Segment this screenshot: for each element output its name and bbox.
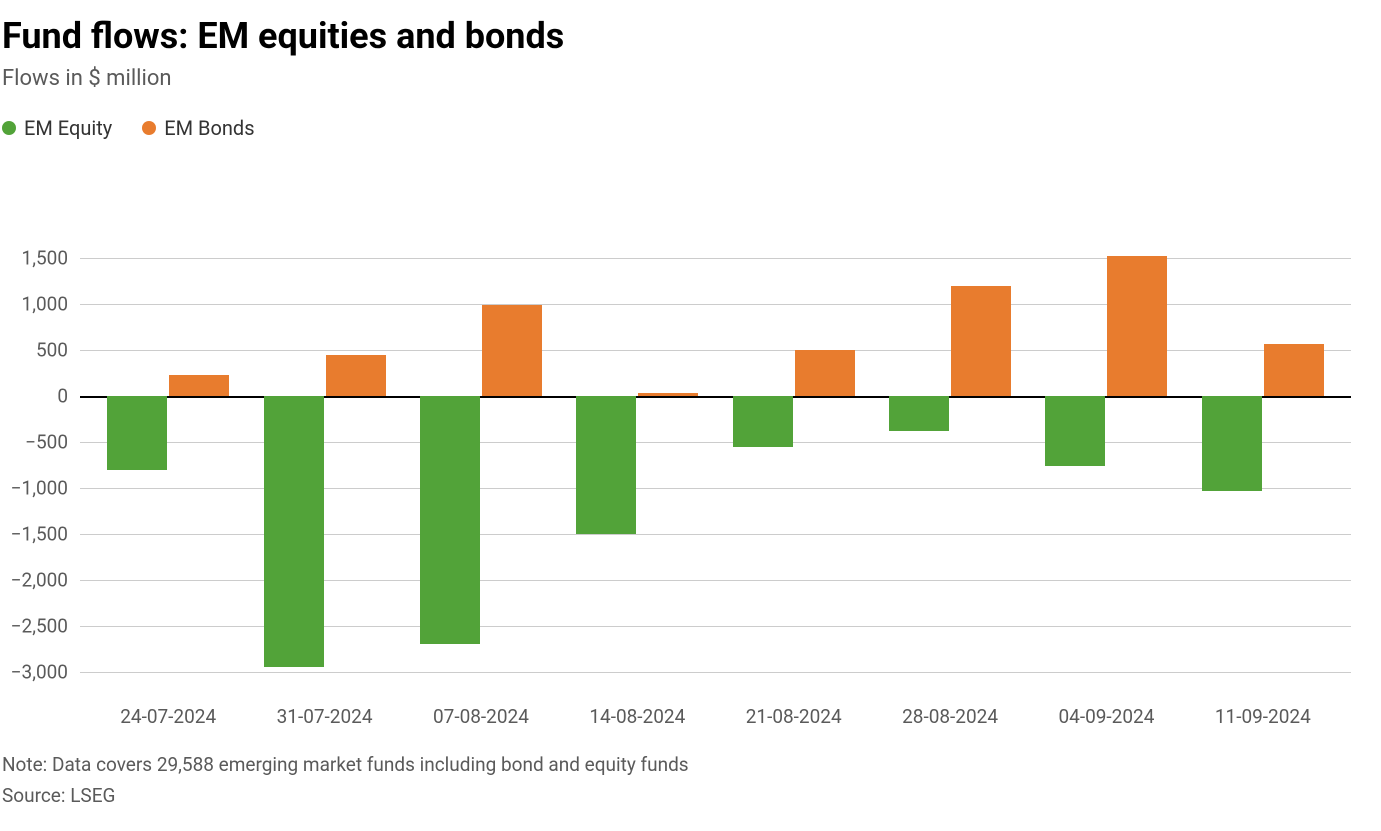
- bar-equity: [264, 396, 324, 667]
- bar-bonds: [326, 355, 386, 396]
- bar-group: 21-08-2024: [716, 240, 872, 690]
- bar-equity: [1045, 396, 1105, 466]
- bars-wrapper: 24-07-202431-07-202407-08-202414-08-2024…: [80, 240, 1351, 690]
- bar-bonds: [169, 375, 229, 396]
- x-axis-label: 31-07-2024: [277, 705, 373, 728]
- x-axis-label: 07-08-2024: [433, 705, 529, 728]
- legend-item-equity: EM Equity: [2, 116, 112, 140]
- legend-marker-bonds: [142, 121, 156, 135]
- chart-subtitle: Flows in $ million: [2, 66, 1381, 91]
- legend-label-bonds: EM Bonds: [164, 116, 254, 140]
- bar-equity: [733, 396, 793, 447]
- chart-title: Fund flows: EM equities and bonds: [2, 15, 1381, 58]
- legend-marker-equity: [2, 121, 16, 135]
- legend-label-equity: EM Equity: [24, 116, 112, 140]
- bar-bonds: [1264, 344, 1324, 396]
- y-axis-label: 1,500: [22, 247, 68, 270]
- bar-group: 11-09-2024: [1185, 240, 1341, 690]
- y-axis-label: −2,500: [11, 614, 68, 637]
- bar-group: 24-07-2024: [90, 240, 246, 690]
- chart-container: Fund flows: EM equities and bonds Flows …: [0, 15, 1381, 831]
- bar-equity: [889, 396, 949, 431]
- bar-group: 14-08-2024: [559, 240, 715, 690]
- y-axis-label: 0: [57, 385, 68, 408]
- bar-bonds: [795, 350, 855, 396]
- bar-bonds: [1107, 256, 1167, 397]
- bar-bonds: [638, 393, 698, 396]
- bar-equity: [420, 396, 480, 644]
- y-axis-label: 1,000: [22, 293, 68, 316]
- y-axis-label: −500: [25, 431, 68, 454]
- y-axis-label: −3,000: [11, 660, 68, 683]
- bar-group: 07-08-2024: [403, 240, 559, 690]
- bar-equity: [1202, 396, 1262, 491]
- plot-area: −3,000−2,500−2,000−1,500−1,000−50005001,…: [80, 240, 1351, 690]
- y-axis-label: −1,500: [11, 522, 68, 545]
- x-axis-label: 11-09-2024: [1215, 705, 1311, 728]
- bar-group: 28-08-2024: [872, 240, 1028, 690]
- bar-bonds: [482, 305, 542, 396]
- y-axis-label: −1,000: [11, 476, 68, 499]
- chart-note: Note: Data covers 29,588 emerging market…: [2, 750, 689, 780]
- chart-source: Source: LSEG: [2, 781, 689, 811]
- legend: EM Equity EM Bonds: [2, 116, 1381, 140]
- y-axis-label: −2,000: [11, 568, 68, 591]
- x-axis-label: 21-08-2024: [746, 705, 842, 728]
- x-axis-label: 14-08-2024: [589, 705, 685, 728]
- bar-group: 04-09-2024: [1028, 240, 1184, 690]
- bar-group: 31-07-2024: [246, 240, 402, 690]
- y-axis-label: 500: [36, 339, 68, 362]
- x-axis-label: 24-07-2024: [120, 705, 216, 728]
- bar-equity: [576, 396, 636, 534]
- chart-footer: Note: Data covers 29,588 emerging market…: [2, 750, 689, 811]
- legend-item-bonds: EM Bonds: [142, 116, 254, 140]
- bar-bonds: [951, 286, 1011, 396]
- x-axis-label: 04-09-2024: [1058, 705, 1154, 728]
- bar-equity: [107, 396, 167, 469]
- x-axis-label: 28-08-2024: [902, 705, 998, 728]
